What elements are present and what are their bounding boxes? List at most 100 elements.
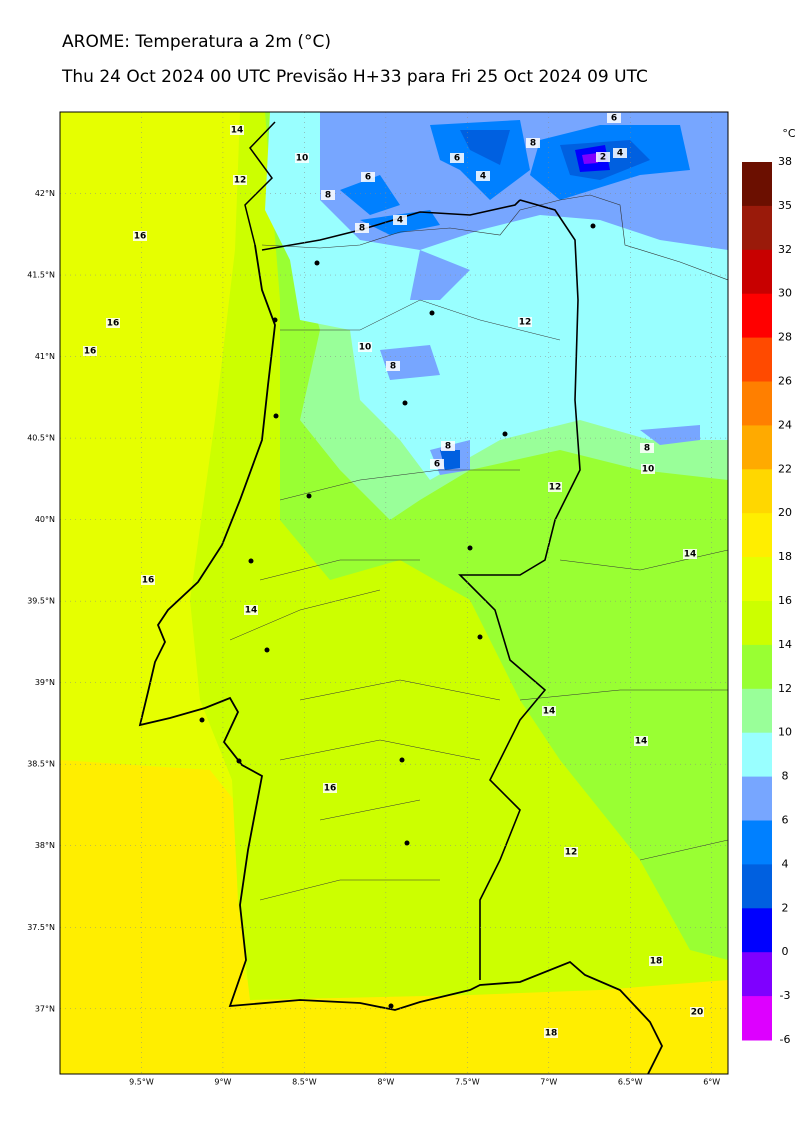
lat-tick-label: 37.5°N [27, 923, 55, 932]
contour-label: 8 [644, 444, 650, 454]
contour-label-bg [361, 172, 375, 182]
colorbar-band [742, 820, 772, 865]
contour-label: 8 [530, 139, 536, 149]
colorbar-label: -3 [780, 989, 791, 1002]
contour-label: 6 [611, 114, 617, 124]
contour-label-bg [690, 1007, 704, 1017]
contour-label: 12 [549, 483, 562, 493]
lon-tick-label: 9°W [214, 1078, 231, 1087]
contour-label: 10 [296, 154, 309, 164]
contour-label: 16 [324, 784, 337, 794]
contour-label-bg [526, 138, 540, 148]
contour-label: 12 [565, 848, 578, 858]
colorbar-band [742, 601, 772, 646]
colorbar-label: 18 [778, 550, 792, 563]
contour-label-bg [233, 175, 247, 185]
colorbar-band [742, 469, 772, 514]
contour-label-bg [441, 441, 455, 451]
lat-tick-label: 40°N [35, 515, 55, 524]
lon-tick-label: 8.5°W [292, 1078, 317, 1087]
colorbar-band [742, 162, 772, 207]
contour-label-bg [386, 361, 400, 371]
contour-label-bg [640, 443, 654, 453]
contour-label-bg [518, 317, 532, 327]
lon-tick-label: 7°W [540, 1078, 557, 1087]
lat-tick-label: 41°N [35, 352, 55, 361]
contour-label-bg [683, 549, 697, 559]
contour-label: 16 [107, 319, 120, 329]
contour-label: 12 [234, 176, 247, 186]
contour-label-bg [641, 464, 655, 474]
contour-label: 10 [359, 343, 372, 353]
colorbar-band [742, 908, 772, 953]
colorbar-band [742, 293, 772, 339]
contour-label-bg [544, 1028, 558, 1038]
contour-label-bg [321, 190, 335, 200]
contour-label-bg [393, 215, 407, 225]
colorbar-band [742, 996, 772, 1041]
colorbar-label: 38 [778, 155, 792, 168]
subtitle: Thu 24 Oct 2024 00 UTC Previsão H+33 par… [61, 67, 648, 87]
contour-label: 12 [519, 318, 532, 328]
lon-tick-label: 7.5°W [455, 1078, 480, 1087]
contour-label: 8 [390, 362, 396, 372]
colorbar-band [742, 952, 772, 997]
contour-label: 2 [600, 153, 606, 163]
contour-label-bg [323, 783, 337, 793]
contour-label: 6 [365, 173, 371, 183]
contour-label-bg [649, 956, 663, 966]
colorbar-label: 8 [782, 770, 789, 783]
lat-tick-label: 38.5°N [27, 760, 55, 769]
colorbar-unit: °C [782, 127, 796, 140]
contour-label: 4 [617, 149, 623, 159]
lon-tick-label: 6°W [703, 1078, 720, 1087]
contour-label: 16 [142, 576, 155, 586]
contour-label: 10 [642, 465, 655, 475]
contour-label-bg [596, 152, 610, 162]
contour-label: 6 [454, 154, 460, 164]
contour-label: 20 [691, 1008, 704, 1018]
colorbar-label: 20 [778, 506, 792, 519]
colorbar-label: 10 [778, 726, 792, 739]
colorbar-band [742, 864, 772, 909]
colorbar-label: 14 [778, 638, 792, 651]
contour-label: 16 [134, 232, 147, 242]
contour-label-bg [430, 459, 444, 469]
contour-label-bg [83, 346, 97, 356]
contour-label-bg [607, 113, 621, 123]
colorbar-band [742, 732, 772, 778]
colorbar-band [742, 557, 772, 602]
lat-tick-label: 39°N [35, 678, 55, 687]
title: AROME: Temperatura a 2m (°C) [62, 32, 331, 52]
contour-label-bg [141, 575, 155, 585]
lat-tick-label: 40.5°N [27, 434, 55, 443]
contour-label: 14 [245, 606, 258, 616]
colorbar-band [742, 688, 772, 734]
colorbar-band [742, 205, 772, 251]
lat-tick-label: 42°N [35, 189, 55, 198]
contour-label-bg [450, 153, 464, 163]
colorbar-label: 26 [778, 375, 792, 388]
contour-label: 8 [445, 442, 451, 452]
contour-label: 14 [635, 737, 648, 747]
contour-label-bg [244, 605, 258, 615]
colorbar-label: 6 [782, 814, 789, 827]
contour-label: 14 [231, 126, 244, 136]
lon-tick-label: 9.5°W [129, 1078, 154, 1087]
colorbar-label: -6 [780, 1033, 791, 1046]
colorbar-label: 30 [778, 287, 792, 300]
contour-label-bg [613, 148, 627, 158]
contour-label-bg [106, 318, 120, 328]
contour-label-bg [476, 171, 490, 181]
contour-label: 16 [84, 347, 97, 357]
contour-label-bg [542, 706, 556, 716]
colorbar-label: 2 [782, 901, 789, 914]
colorbar-band [742, 776, 772, 821]
colorbar-label: 0 [782, 945, 789, 958]
colorbar-label: 16 [778, 594, 792, 607]
contour-label: 4 [480, 172, 486, 182]
map-frame [59, 111, 729, 1075]
contour-label: 4 [397, 216, 403, 226]
